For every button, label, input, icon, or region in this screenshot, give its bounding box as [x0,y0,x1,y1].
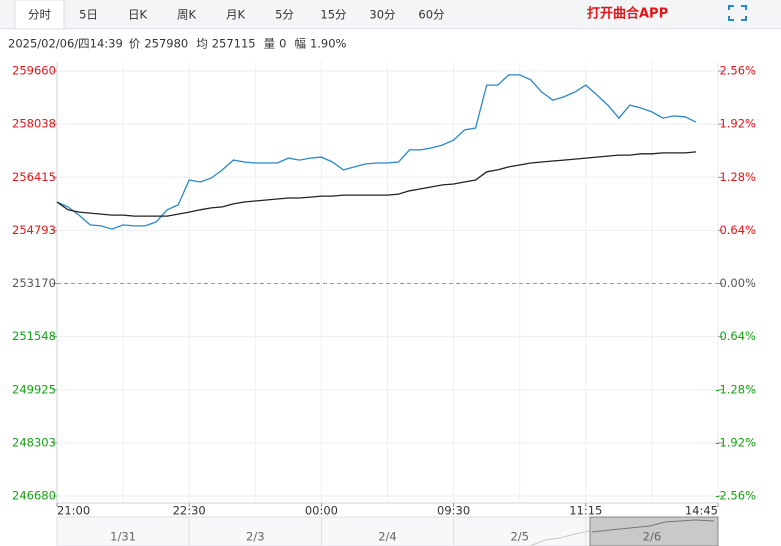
tab[interactable]: 15分 [320,8,347,22]
navigator-date: 2/4 [378,530,397,544]
info-value: 257115 [212,37,256,51]
y-tick-label: 253170 [12,276,56,290]
x-tick-label: 00:00 [305,504,338,518]
y2-tick-label: -1.92% [715,435,756,449]
y-tick-label: 259660 [12,64,56,78]
y-tick-label: 256415 [12,170,56,184]
y2-tick-label: 2.56% [719,64,756,78]
x-tick-label: 21:00 [57,504,90,518]
fullscreen-corners[interactable] [728,5,747,21]
tab[interactable]: 日K [128,8,147,22]
y2-tick-label: 0.00% [719,276,756,290]
x-tick-label: 11:15 [569,504,602,518]
y-tick-label: 258038 [12,117,56,131]
line-series [56,151,697,217]
tab[interactable]: 5分 [275,8,294,22]
navigator-date: 2/5 [510,530,529,544]
y-tick-label: 251548 [12,329,56,343]
y2-tick-label: 0.64% [719,223,756,237]
y2-tick-label: -2.56% [715,489,756,503]
info-label: 价 [129,37,141,51]
tab[interactable]: 分时 [28,8,51,22]
tab[interactable]: 5日 [79,8,98,22]
navigator-mini-line [529,530,591,546]
fullscreen-icon[interactable] [728,5,747,21]
tab[interactable]: 60分 [418,8,445,22]
x-tick-label: 09:30 [437,504,470,518]
navigator-window[interactable] [589,516,719,546]
y2-tick-label: 0.64% [719,329,756,343]
y2-tick-label: 1.92% [719,117,756,131]
tab-bar [0,0,781,28]
navigator-date: 1/31 [110,530,136,544]
y-tick-label: 249925 [12,382,56,396]
y-tick-label: 254793 [12,223,56,237]
line-series [56,74,697,230]
x-tick-label: 14:45 [685,504,718,518]
info-value: 0 [279,37,286,51]
info-label: 均 [196,37,208,51]
y-tick-label: 248303 [12,435,56,449]
navigator-date: 2/3 [246,530,265,544]
y2-tick-label: 1.28% [719,170,756,184]
tab-selected-bg [14,0,65,30]
x-tick-label: 22:30 [173,504,206,518]
navigator-date: 2/6 [643,530,662,544]
navigator-window-line [591,519,715,533]
tab[interactable]: 周K [177,8,196,22]
info-label: 幅 [294,37,306,51]
info-value: 1.90% [310,37,347,51]
y2-tick-label: -1.28% [715,382,756,396]
app-link[interactable]: 打开曲合APP [587,6,668,22]
info-label: 量 [264,37,276,51]
info-value: 257980 [144,37,188,51]
tab[interactable]: 30分 [369,8,396,22]
info-time: 2025/02/06/四14:39 [8,37,123,51]
y-tick-label: 246680 [12,489,56,503]
tab[interactable]: 月K [226,8,245,22]
